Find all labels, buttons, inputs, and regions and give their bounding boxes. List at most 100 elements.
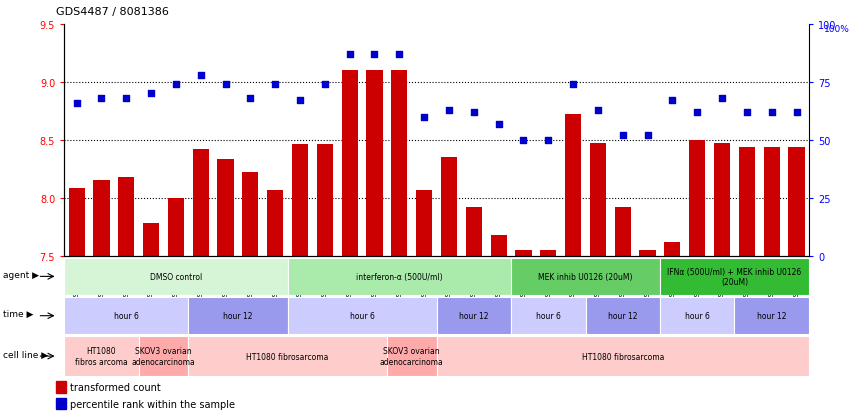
Point xyxy=(740,109,753,116)
Bar xyxy=(317,145,333,256)
Bar xyxy=(437,337,809,376)
Bar xyxy=(288,297,437,335)
Bar xyxy=(511,297,586,335)
Point xyxy=(591,107,604,114)
Point xyxy=(715,95,728,102)
Bar xyxy=(689,140,705,256)
Bar xyxy=(590,144,606,256)
Bar xyxy=(118,178,134,256)
Bar xyxy=(387,337,437,376)
Bar xyxy=(242,173,259,256)
Point xyxy=(442,107,455,114)
Text: HT1080 fibrosarcoma: HT1080 fibrosarcoma xyxy=(581,352,664,361)
Bar xyxy=(188,337,387,376)
Bar xyxy=(68,189,85,256)
Point xyxy=(690,109,704,116)
Bar xyxy=(739,147,755,256)
Point xyxy=(119,95,133,102)
Text: SKOV3 ovarian
adenocarcinoma: SKOV3 ovarian adenocarcinoma xyxy=(380,347,443,366)
Text: 100%: 100% xyxy=(823,25,850,34)
Bar xyxy=(56,398,66,409)
Text: MEK inhib U0126 (20uM): MEK inhib U0126 (20uM) xyxy=(538,272,633,281)
Point xyxy=(417,114,431,121)
Point xyxy=(342,52,356,58)
Bar xyxy=(193,150,209,256)
Point xyxy=(392,52,406,58)
Bar xyxy=(64,297,188,335)
Point xyxy=(318,82,331,88)
Bar xyxy=(217,160,234,256)
Point xyxy=(169,82,182,88)
Text: agent ▶: agent ▶ xyxy=(3,271,39,279)
Bar xyxy=(540,250,556,256)
Bar xyxy=(93,181,110,256)
Point xyxy=(566,82,580,88)
Point xyxy=(218,82,232,88)
Text: cell line ▶: cell line ▶ xyxy=(3,350,48,359)
Text: percentile rank within the sample: percentile rank within the sample xyxy=(70,399,235,408)
Bar xyxy=(139,337,188,376)
Bar xyxy=(168,198,184,256)
Bar xyxy=(64,258,288,295)
Text: hour 6: hour 6 xyxy=(536,311,561,320)
Text: hour 12: hour 12 xyxy=(608,311,638,320)
Text: SKOV3 ovarian
adenocarcinoma: SKOV3 ovarian adenocarcinoma xyxy=(132,347,195,366)
Bar xyxy=(764,147,780,256)
Point xyxy=(665,98,679,104)
Bar xyxy=(660,258,809,295)
Text: hour 6: hour 6 xyxy=(349,311,375,320)
Point xyxy=(789,109,803,116)
Bar xyxy=(615,207,631,256)
Text: hour 12: hour 12 xyxy=(459,311,489,320)
Bar xyxy=(342,71,358,256)
Bar xyxy=(466,207,482,256)
Bar xyxy=(734,297,809,335)
Text: time ▶: time ▶ xyxy=(3,310,33,318)
Bar xyxy=(437,297,511,335)
Bar xyxy=(714,144,730,256)
Text: interferon-α (500U/ml): interferon-α (500U/ml) xyxy=(356,272,443,281)
Bar xyxy=(267,190,283,256)
Point xyxy=(94,95,108,102)
Point xyxy=(764,109,778,116)
Point xyxy=(516,137,530,144)
Point xyxy=(541,137,555,144)
Point xyxy=(293,98,306,104)
Bar xyxy=(188,297,288,335)
Bar xyxy=(639,250,656,256)
Text: HT1080
fibros arcoma: HT1080 fibros arcoma xyxy=(75,347,128,366)
Bar xyxy=(490,235,507,256)
Bar xyxy=(586,297,660,335)
Bar xyxy=(391,71,407,256)
Bar xyxy=(64,337,139,376)
Point xyxy=(144,91,158,97)
Point xyxy=(367,52,381,58)
Point xyxy=(615,133,629,139)
Bar xyxy=(292,145,308,256)
Point xyxy=(69,100,83,107)
Text: HT1080 fibrosarcoma: HT1080 fibrosarcoma xyxy=(247,352,329,361)
Bar xyxy=(143,224,159,256)
Point xyxy=(243,95,257,102)
Text: transformed count: transformed count xyxy=(70,382,161,392)
Bar xyxy=(56,381,66,393)
Text: DMSO control: DMSO control xyxy=(150,272,202,281)
Text: hour 12: hour 12 xyxy=(757,311,787,320)
Text: hour 12: hour 12 xyxy=(223,311,253,320)
Bar xyxy=(366,71,383,256)
Bar xyxy=(664,242,681,256)
Bar xyxy=(788,147,805,256)
Point xyxy=(640,133,654,139)
Bar xyxy=(441,158,457,256)
Bar xyxy=(416,190,432,256)
Bar xyxy=(511,258,660,295)
Bar xyxy=(288,258,511,295)
Text: hour 6: hour 6 xyxy=(114,311,139,320)
Point xyxy=(491,121,505,128)
Point xyxy=(467,109,480,116)
Text: hour 6: hour 6 xyxy=(685,311,710,320)
Bar xyxy=(565,115,581,256)
Text: GDS4487 / 8081386: GDS4487 / 8081386 xyxy=(56,7,169,17)
Bar xyxy=(515,250,532,256)
Bar xyxy=(660,297,734,335)
